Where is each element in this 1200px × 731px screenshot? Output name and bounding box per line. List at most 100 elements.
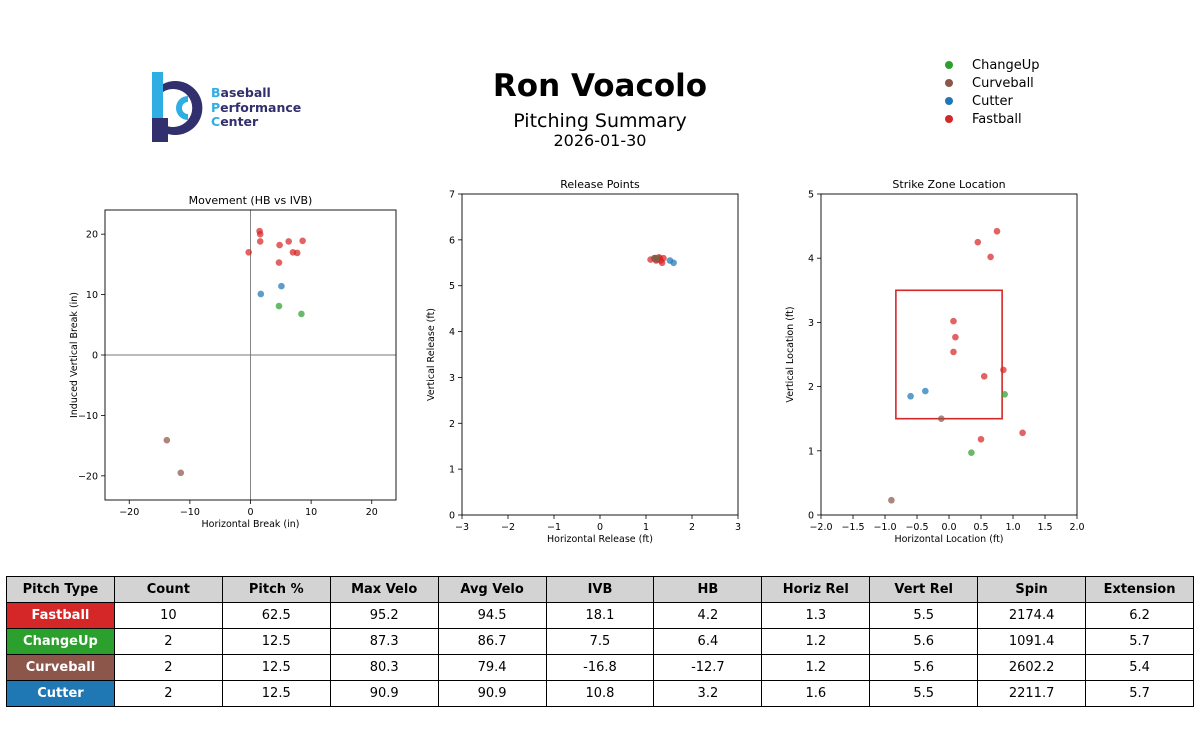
x-tick-label: −1 bbox=[547, 522, 561, 533]
table-cell: 86.7 bbox=[437, 628, 547, 655]
table-cell: -12.7 bbox=[653, 654, 763, 681]
x-tick-label: 20 bbox=[366, 507, 378, 518]
data-point-curveball bbox=[177, 469, 185, 477]
table-cell: 5.7 bbox=[1085, 628, 1194, 655]
pitch-type-legend: ChangeUp Curveball Cutter Fastball bbox=[940, 56, 1040, 128]
x-tick-label: −3 bbox=[455, 522, 469, 533]
pitch-type-cell: Curveball bbox=[6, 654, 115, 681]
data-point-fastball bbox=[987, 253, 994, 261]
report-date: 2026-01-30 bbox=[553, 131, 647, 150]
data-point-cutter bbox=[278, 282, 285, 290]
x-tick-label: −0.5 bbox=[905, 522, 928, 533]
y-tick-label: 5 bbox=[449, 281, 455, 292]
pitch-type-cell: ChangeUp bbox=[6, 628, 115, 655]
legend-item: Curveball bbox=[940, 74, 1040, 92]
table-cell: 2 bbox=[113, 628, 223, 655]
report-subtitle: Pitching Summary bbox=[513, 110, 687, 132]
y-tick-label: 2 bbox=[449, 419, 455, 430]
x-tick-label: 2 bbox=[689, 522, 695, 533]
table-cell: 1091.4 bbox=[977, 628, 1087, 655]
x-tick-label: −1.5 bbox=[841, 522, 864, 533]
data-point-changeup bbox=[275, 302, 283, 310]
table-cell: 5.5 bbox=[869, 602, 979, 629]
pitch-type-cell: Cutter bbox=[6, 680, 115, 707]
data-point-changeup bbox=[968, 449, 975, 457]
data-point-fastball bbox=[980, 373, 988, 380]
column-header: Horiz Rel bbox=[761, 576, 871, 603]
data-point-cutter bbox=[670, 259, 677, 267]
y-tick-label: −10 bbox=[78, 411, 98, 422]
column-header: IVB bbox=[545, 576, 655, 603]
table-cell: 95.2 bbox=[329, 602, 439, 629]
x-axis-label: Horizontal Release (ft) bbox=[547, 534, 653, 545]
table-row: ChangeUp 2 12.5 87.3 86.7 7.5 6.4 1.2 5.6 1091.4 5… bbox=[6, 628, 1194, 655]
y-tick-label: 7 bbox=[449, 190, 455, 201]
legend-label: ChangeUp bbox=[972, 57, 1040, 73]
x-tick-label: 0 bbox=[597, 522, 603, 533]
column-header: Pitch Type bbox=[6, 576, 115, 603]
logo-wordmark: Baseball Performance Center bbox=[211, 85, 302, 129]
pitcher-name: Ron Voacolo bbox=[492, 68, 708, 104]
y-axis-label: Induced Vertical Break (in) bbox=[69, 292, 80, 418]
table-cell: 1.3 bbox=[761, 602, 871, 629]
y-tick-label: 0 bbox=[92, 351, 98, 362]
data-point-fastball bbox=[993, 227, 1001, 235]
legend-item: ChangeUp bbox=[940, 56, 1040, 74]
y-tick-label: 0 bbox=[808, 511, 814, 522]
table-row: Curveball 2 12.5 80.3 79.4 -16.8 -12.7 1.2 5.6 26… bbox=[6, 654, 1194, 681]
table-cell: 5.5 bbox=[869, 680, 979, 707]
data-point-curveball bbox=[163, 436, 171, 444]
table-cell: 5.4 bbox=[1085, 654, 1194, 681]
x-tick-label: 0.0 bbox=[941, 522, 956, 533]
table-row: Fastball 10 62.5 95.2 94.5 18.1 4.2 1.3 5.5 2174.… bbox=[6, 602, 1194, 629]
x-tick-label: 2.0 bbox=[1069, 522, 1084, 533]
x-tick-label: 1.5 bbox=[1037, 522, 1052, 533]
legend-label: Cutter bbox=[972, 93, 1013, 109]
table-cell: 5.6 bbox=[869, 654, 979, 681]
table-cell: 7.5 bbox=[545, 628, 655, 655]
chart-title: Movement (HB vs IVB) bbox=[189, 194, 313, 207]
column-header: Max Velo bbox=[329, 576, 439, 603]
y-tick-label: 2 bbox=[808, 382, 814, 393]
column-header: Extension bbox=[1085, 576, 1194, 603]
table-cell: 6.4 bbox=[653, 628, 763, 655]
logo-stem-dark bbox=[152, 118, 168, 142]
table-cell: 2602.2 bbox=[977, 654, 1087, 681]
x-tick-label: −1.0 bbox=[873, 522, 896, 533]
table-cell: 12.5 bbox=[221, 680, 331, 707]
table-cell: 2174.4 bbox=[977, 602, 1087, 629]
pitch-summary-table: Pitch Type Count Pitch % Max Velo Avg Ve… bbox=[6, 576, 1194, 707]
x-tick-label: 0.5 bbox=[973, 522, 988, 533]
chart-title: Release Points bbox=[560, 178, 640, 191]
table-cell: 12.5 bbox=[221, 628, 331, 655]
x-tick-label: −2.0 bbox=[809, 522, 832, 533]
table-cell: 2211.7 bbox=[977, 680, 1087, 707]
data-point-fastball bbox=[950, 348, 957, 356]
y-tick-label: 5 bbox=[808, 190, 814, 201]
y-tick-label: 20 bbox=[86, 230, 98, 241]
column-header: Vert Rel bbox=[869, 576, 979, 603]
table-cell: 4.2 bbox=[653, 602, 763, 629]
y-tick-label: 10 bbox=[86, 290, 98, 301]
data-point-fastball bbox=[660, 254, 667, 262]
legend-label: Fastball bbox=[972, 111, 1022, 127]
x-tick-label: 1 bbox=[643, 522, 649, 533]
y-tick-label: 4 bbox=[808, 254, 814, 265]
logo-stem-light bbox=[152, 72, 163, 118]
y-axis-label: Vertical Location (ft) bbox=[785, 306, 796, 402]
data-point-fastball bbox=[256, 230, 264, 238]
x-tick-label: 0 bbox=[247, 507, 253, 518]
table-cell: 1.2 bbox=[761, 654, 871, 681]
x-axis-label: Horizontal Location (ft) bbox=[894, 534, 1003, 545]
table-cell: 1.6 bbox=[761, 680, 871, 707]
table-cell: 6.2 bbox=[1085, 602, 1194, 629]
x-tick-label: −20 bbox=[119, 507, 139, 518]
column-header: Avg Velo bbox=[437, 576, 547, 603]
data-point-fastball bbox=[950, 317, 957, 325]
table-cell: 79.4 bbox=[437, 654, 547, 681]
legend-item: Fastball bbox=[940, 110, 1040, 128]
table-cell: 5.7 bbox=[1085, 680, 1194, 707]
table-cell: 62.5 bbox=[221, 602, 331, 629]
